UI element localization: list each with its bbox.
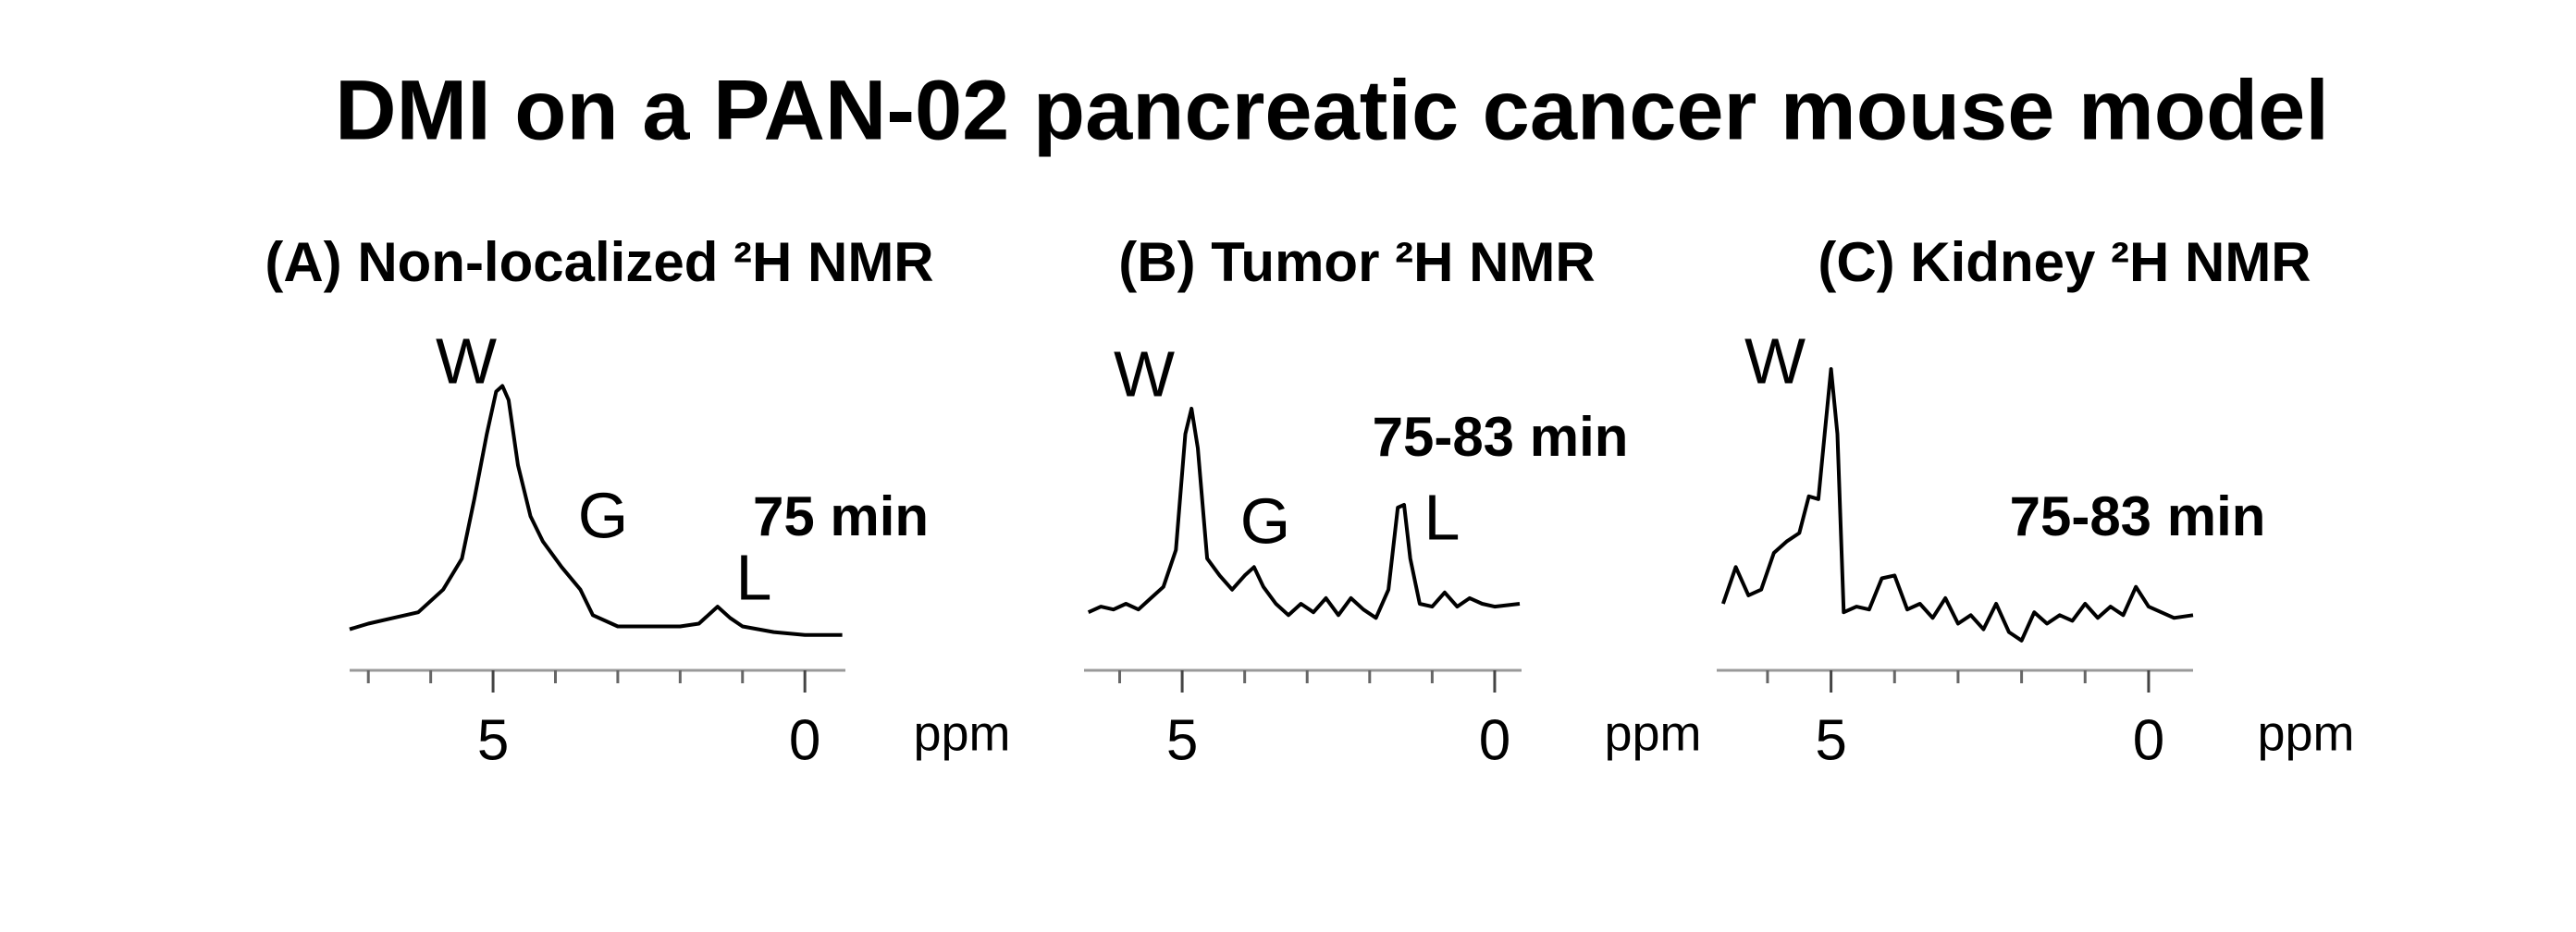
x-tick-label: 5 [1166, 708, 1198, 772]
peak-label: W [436, 325, 497, 397]
figure-title: DMI on a PAN-02 pancreatic cancer mouse … [335, 63, 2329, 157]
x-tick-label: 0 [1479, 708, 1510, 772]
panel-title: (B) Tumor ²H NMR [1118, 231, 1595, 293]
x-tick-label: 5 [1815, 708, 1846, 772]
x-tick-label: 0 [789, 708, 820, 772]
time-label: 75-83 min [2010, 485, 2266, 547]
x-axis-label: ppm [2257, 705, 2354, 761]
x-tick-label: 5 [477, 708, 509, 772]
panel-title: (C) Kidney ²H NMR [1818, 231, 2311, 293]
time-label: 75 min [753, 485, 929, 547]
x-axis-label: ppm [1604, 705, 1701, 761]
time-label: 75-83 min [1373, 406, 1629, 468]
peak-label: L [736, 541, 772, 613]
peak-label: G [1240, 484, 1290, 557]
x-axis-label: ppm [913, 705, 1010, 761]
peak-label: L [1424, 481, 1461, 553]
spectrum-line [1087, 406, 1521, 620]
x-tick-label: 0 [2133, 708, 2164, 772]
panel-title: (A) Non-localized ²H NMR [265, 231, 933, 293]
peak-label: G [578, 479, 628, 551]
spectrum-line [349, 384, 843, 637]
peak-label: W [1114, 337, 1175, 410]
peak-label: W [1744, 325, 1806, 397]
spectrum-line [1721, 367, 2194, 643]
